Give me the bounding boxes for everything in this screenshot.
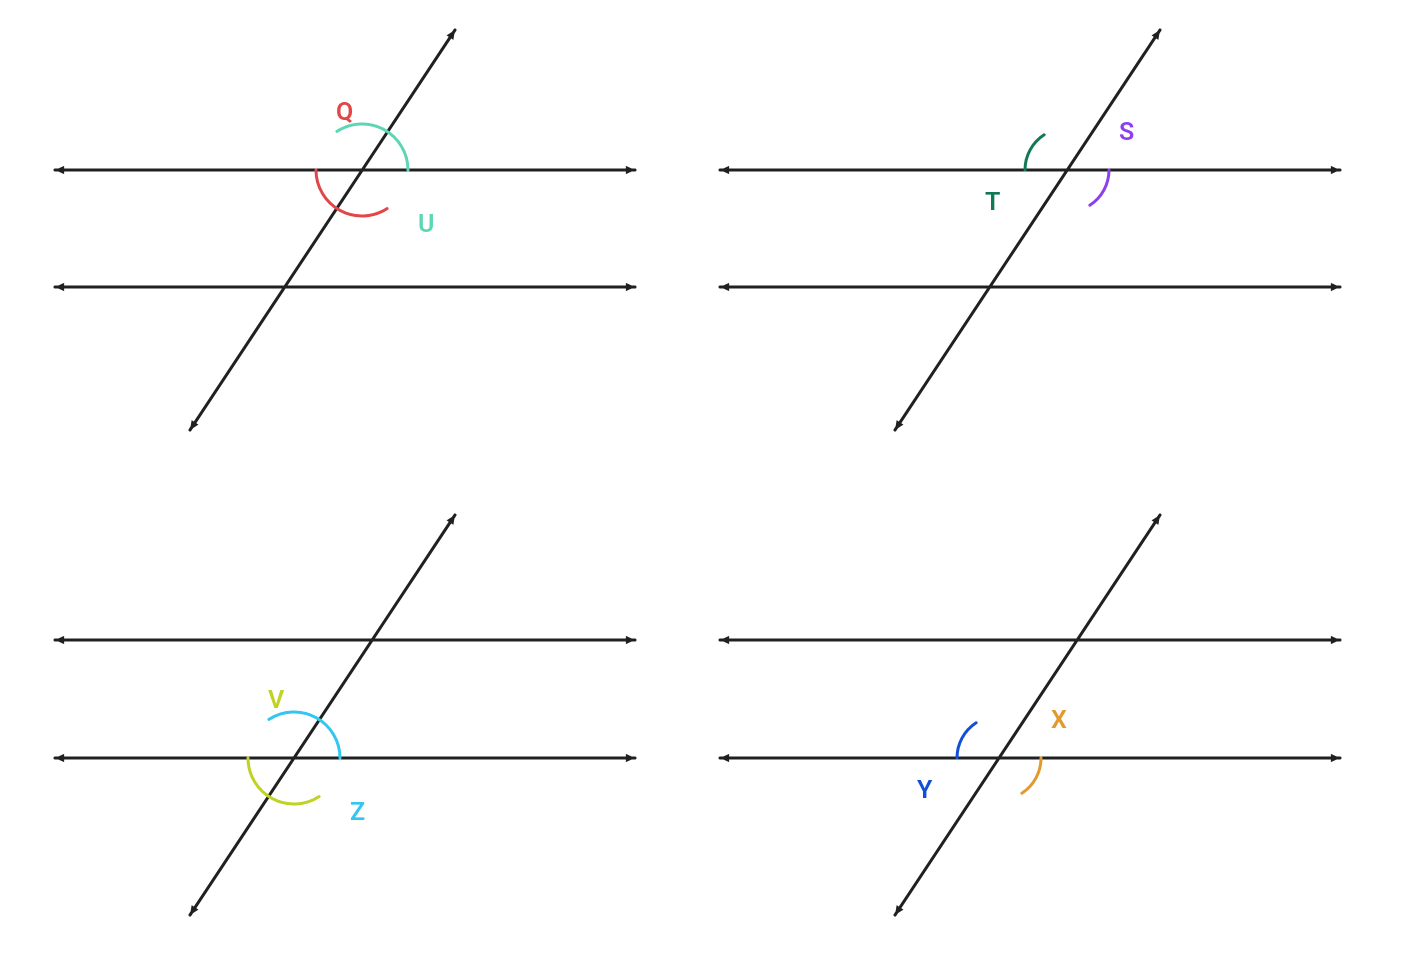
angle-label-Z: Z [350, 798, 365, 827]
panel-bottom-right [700, 500, 1360, 940]
angle-arc-T [1025, 135, 1044, 170]
angle-arc-X [1022, 758, 1041, 793]
angle-label-Y: Y [917, 776, 932, 805]
angle-label-V: V [268, 686, 284, 715]
angle-arc-U [337, 124, 408, 170]
angle-arc-S [1090, 170, 1109, 205]
panel-top-left [35, 15, 655, 455]
angle-arc-Y [957, 723, 976, 758]
angle-arc-V [248, 758, 319, 804]
angle-label-T: T [985, 188, 1000, 217]
angle-label-U: U [418, 210, 434, 239]
angle-label-S: S [1119, 118, 1134, 147]
panel-bottom-left [35, 500, 655, 940]
panel-top-right [700, 15, 1360, 455]
angle-label-X: X [1051, 706, 1067, 735]
diagram-page: { "global": { "background": "#ffffff", "… [0, 0, 1401, 972]
angle-label-Q: Q [336, 98, 353, 127]
angle-arc-Q [316, 170, 387, 216]
angle-arc-Z [269, 712, 340, 758]
